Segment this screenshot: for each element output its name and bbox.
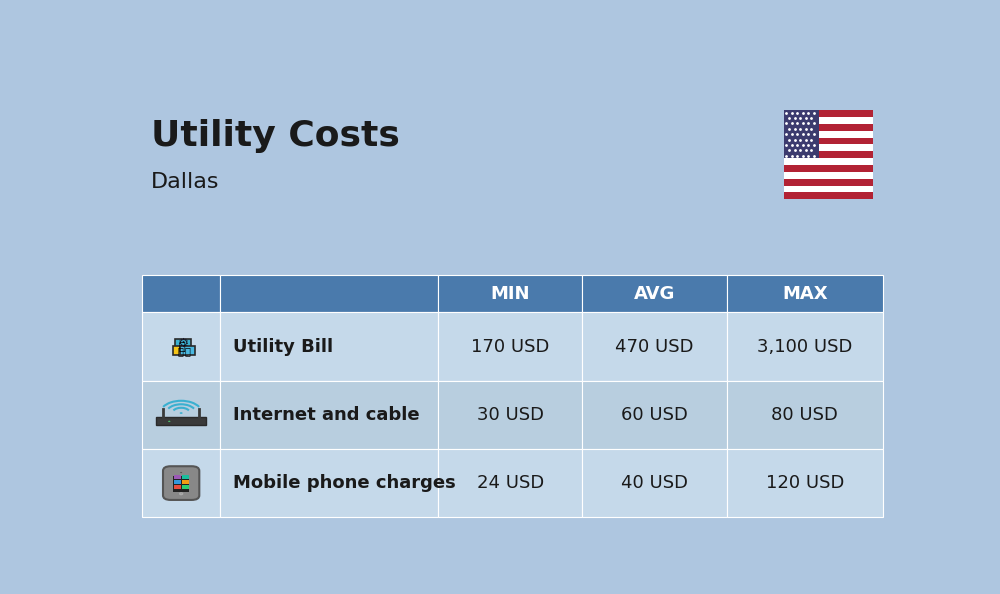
FancyBboxPatch shape: [582, 449, 727, 517]
FancyBboxPatch shape: [220, 312, 438, 381]
FancyBboxPatch shape: [784, 117, 873, 124]
Text: 3,100 USD: 3,100 USD: [757, 337, 852, 356]
Text: MAX: MAX: [782, 285, 828, 302]
FancyBboxPatch shape: [784, 192, 873, 200]
FancyBboxPatch shape: [727, 275, 883, 312]
FancyBboxPatch shape: [582, 381, 727, 449]
FancyBboxPatch shape: [220, 381, 438, 449]
Text: 30 USD: 30 USD: [477, 406, 544, 424]
FancyBboxPatch shape: [784, 179, 873, 185]
FancyBboxPatch shape: [784, 151, 873, 158]
FancyBboxPatch shape: [173, 346, 187, 355]
FancyBboxPatch shape: [784, 144, 873, 151]
FancyBboxPatch shape: [727, 449, 883, 517]
Text: Dallas: Dallas: [151, 172, 219, 192]
FancyBboxPatch shape: [784, 158, 873, 165]
FancyBboxPatch shape: [180, 346, 195, 355]
Text: MIN: MIN: [491, 285, 530, 302]
Text: 24 USD: 24 USD: [477, 474, 544, 492]
FancyBboxPatch shape: [438, 381, 582, 449]
FancyBboxPatch shape: [174, 475, 181, 479]
Text: 170 USD: 170 USD: [471, 337, 550, 356]
FancyBboxPatch shape: [182, 475, 189, 479]
Text: ⚙: ⚙: [178, 337, 189, 350]
FancyBboxPatch shape: [784, 124, 873, 131]
FancyBboxPatch shape: [174, 485, 181, 489]
FancyBboxPatch shape: [784, 185, 873, 192]
Text: Internet and cable: Internet and cable: [233, 406, 420, 424]
Text: 💧: 💧: [184, 346, 190, 356]
Text: 470 USD: 470 USD: [615, 337, 694, 356]
Text: 40 USD: 40 USD: [621, 474, 688, 492]
FancyBboxPatch shape: [784, 172, 873, 179]
FancyBboxPatch shape: [142, 312, 220, 381]
FancyBboxPatch shape: [582, 312, 727, 381]
Text: 120 USD: 120 USD: [766, 474, 844, 492]
Text: Utility Bill: Utility Bill: [233, 337, 333, 356]
FancyBboxPatch shape: [438, 312, 582, 381]
Text: 60 USD: 60 USD: [621, 406, 688, 424]
FancyBboxPatch shape: [727, 312, 883, 381]
Circle shape: [168, 421, 170, 422]
FancyBboxPatch shape: [784, 165, 873, 172]
Text: AVG: AVG: [634, 285, 675, 302]
Circle shape: [180, 472, 182, 473]
FancyBboxPatch shape: [220, 275, 438, 312]
FancyBboxPatch shape: [438, 275, 582, 312]
FancyBboxPatch shape: [784, 138, 873, 144]
FancyBboxPatch shape: [784, 131, 873, 138]
FancyBboxPatch shape: [163, 466, 199, 500]
Text: 80 USD: 80 USD: [771, 406, 838, 424]
FancyBboxPatch shape: [142, 275, 220, 312]
FancyBboxPatch shape: [784, 110, 873, 117]
Text: Utility Costs: Utility Costs: [151, 119, 399, 153]
Circle shape: [180, 412, 183, 414]
FancyBboxPatch shape: [173, 476, 189, 492]
FancyBboxPatch shape: [582, 275, 727, 312]
FancyBboxPatch shape: [784, 110, 819, 158]
FancyBboxPatch shape: [174, 480, 181, 484]
Circle shape: [180, 493, 183, 495]
FancyBboxPatch shape: [142, 449, 220, 517]
FancyBboxPatch shape: [182, 485, 189, 489]
FancyBboxPatch shape: [727, 381, 883, 449]
FancyBboxPatch shape: [156, 418, 206, 425]
Text: Mobile phone charges: Mobile phone charges: [233, 474, 456, 492]
Text: 🧑: 🧑: [179, 342, 186, 352]
FancyBboxPatch shape: [438, 449, 582, 517]
FancyBboxPatch shape: [175, 339, 191, 348]
FancyBboxPatch shape: [142, 381, 220, 449]
FancyBboxPatch shape: [220, 449, 438, 517]
Text: 🔌: 🔌: [177, 346, 183, 356]
FancyBboxPatch shape: [182, 480, 189, 484]
